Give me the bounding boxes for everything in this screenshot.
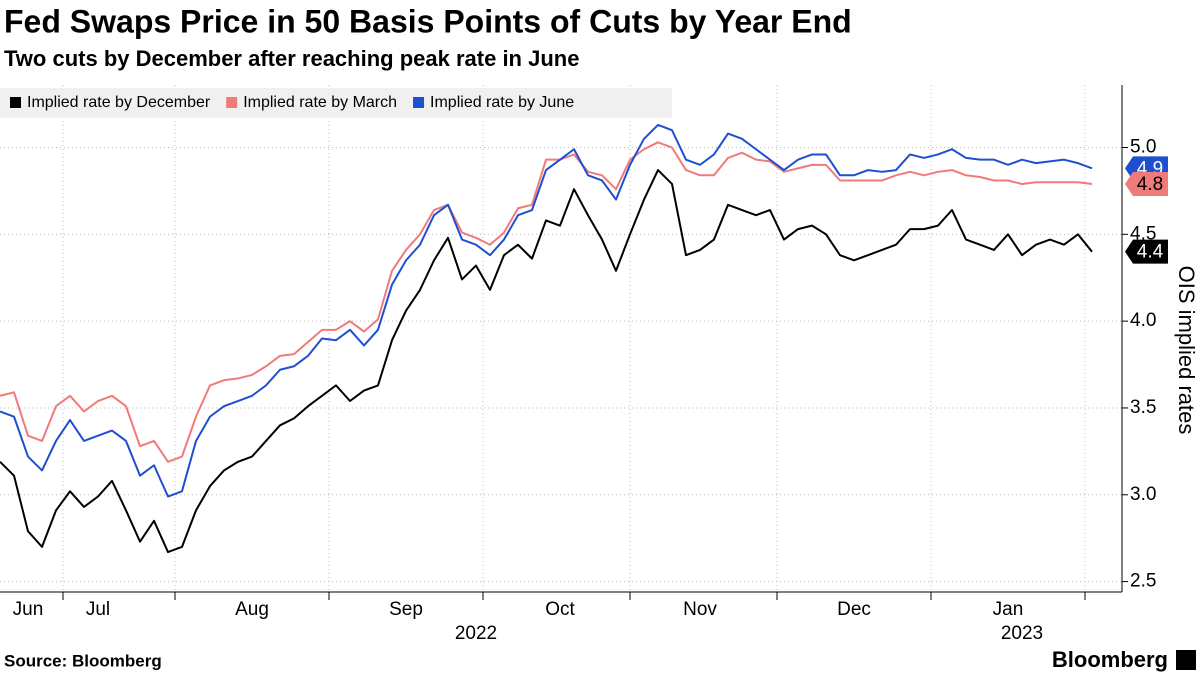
year-label: 2023 [1001,623,1043,644]
legend-label: Implied rate by March [243,94,397,111]
chart-subtitle: Two cuts by December after reaching peak… [4,46,579,71]
legend-swatch [413,97,425,108]
legend-swatch [10,97,21,108]
legend-label: Implied rate by June [430,94,574,111]
y-tick-label: 4.0 [1130,310,1156,331]
x-tick-label: Dec [837,599,871,620]
x-tick-label: Oct [545,599,575,620]
x-tick-label: Sep [389,599,423,620]
x-tick-label: Aug [235,599,269,620]
y-tick-label: 3.0 [1130,484,1156,505]
legend-swatch [226,97,238,108]
end-label: 4.4 [1137,242,1164,263]
x-tick-label: Jan [993,599,1024,620]
brand-icon [1176,650,1196,670]
end-label-tag [1125,171,1168,196]
x-tick-label: Jun [13,599,44,620]
series-line [0,123,1093,498]
legend-box [0,88,672,118]
year-label: 2022 [455,623,497,644]
x-tick-label: Jul [86,599,110,620]
x-tick-label: Nov [683,599,717,620]
end-label-tag [1125,239,1168,264]
y-tick-label: 4.5 [1130,223,1156,244]
series-line [0,141,1093,463]
y-tick-label: 5.0 [1130,137,1156,158]
y-tick-label: 2.5 [1130,571,1156,592]
y-axis-label: OIS implied rates [1174,266,1199,435]
legend-label: Implied rate by December [27,94,211,111]
source: Source: Bloomberg [4,651,162,670]
end-label: 4.8 [1137,174,1163,195]
brand: Bloomberg [1052,647,1168,672]
series-line [0,169,1093,554]
chart-title: Fed Swaps Price in 50 Basis Points of Cu… [4,3,852,39]
y-tick-label: 3.5 [1130,397,1156,418]
